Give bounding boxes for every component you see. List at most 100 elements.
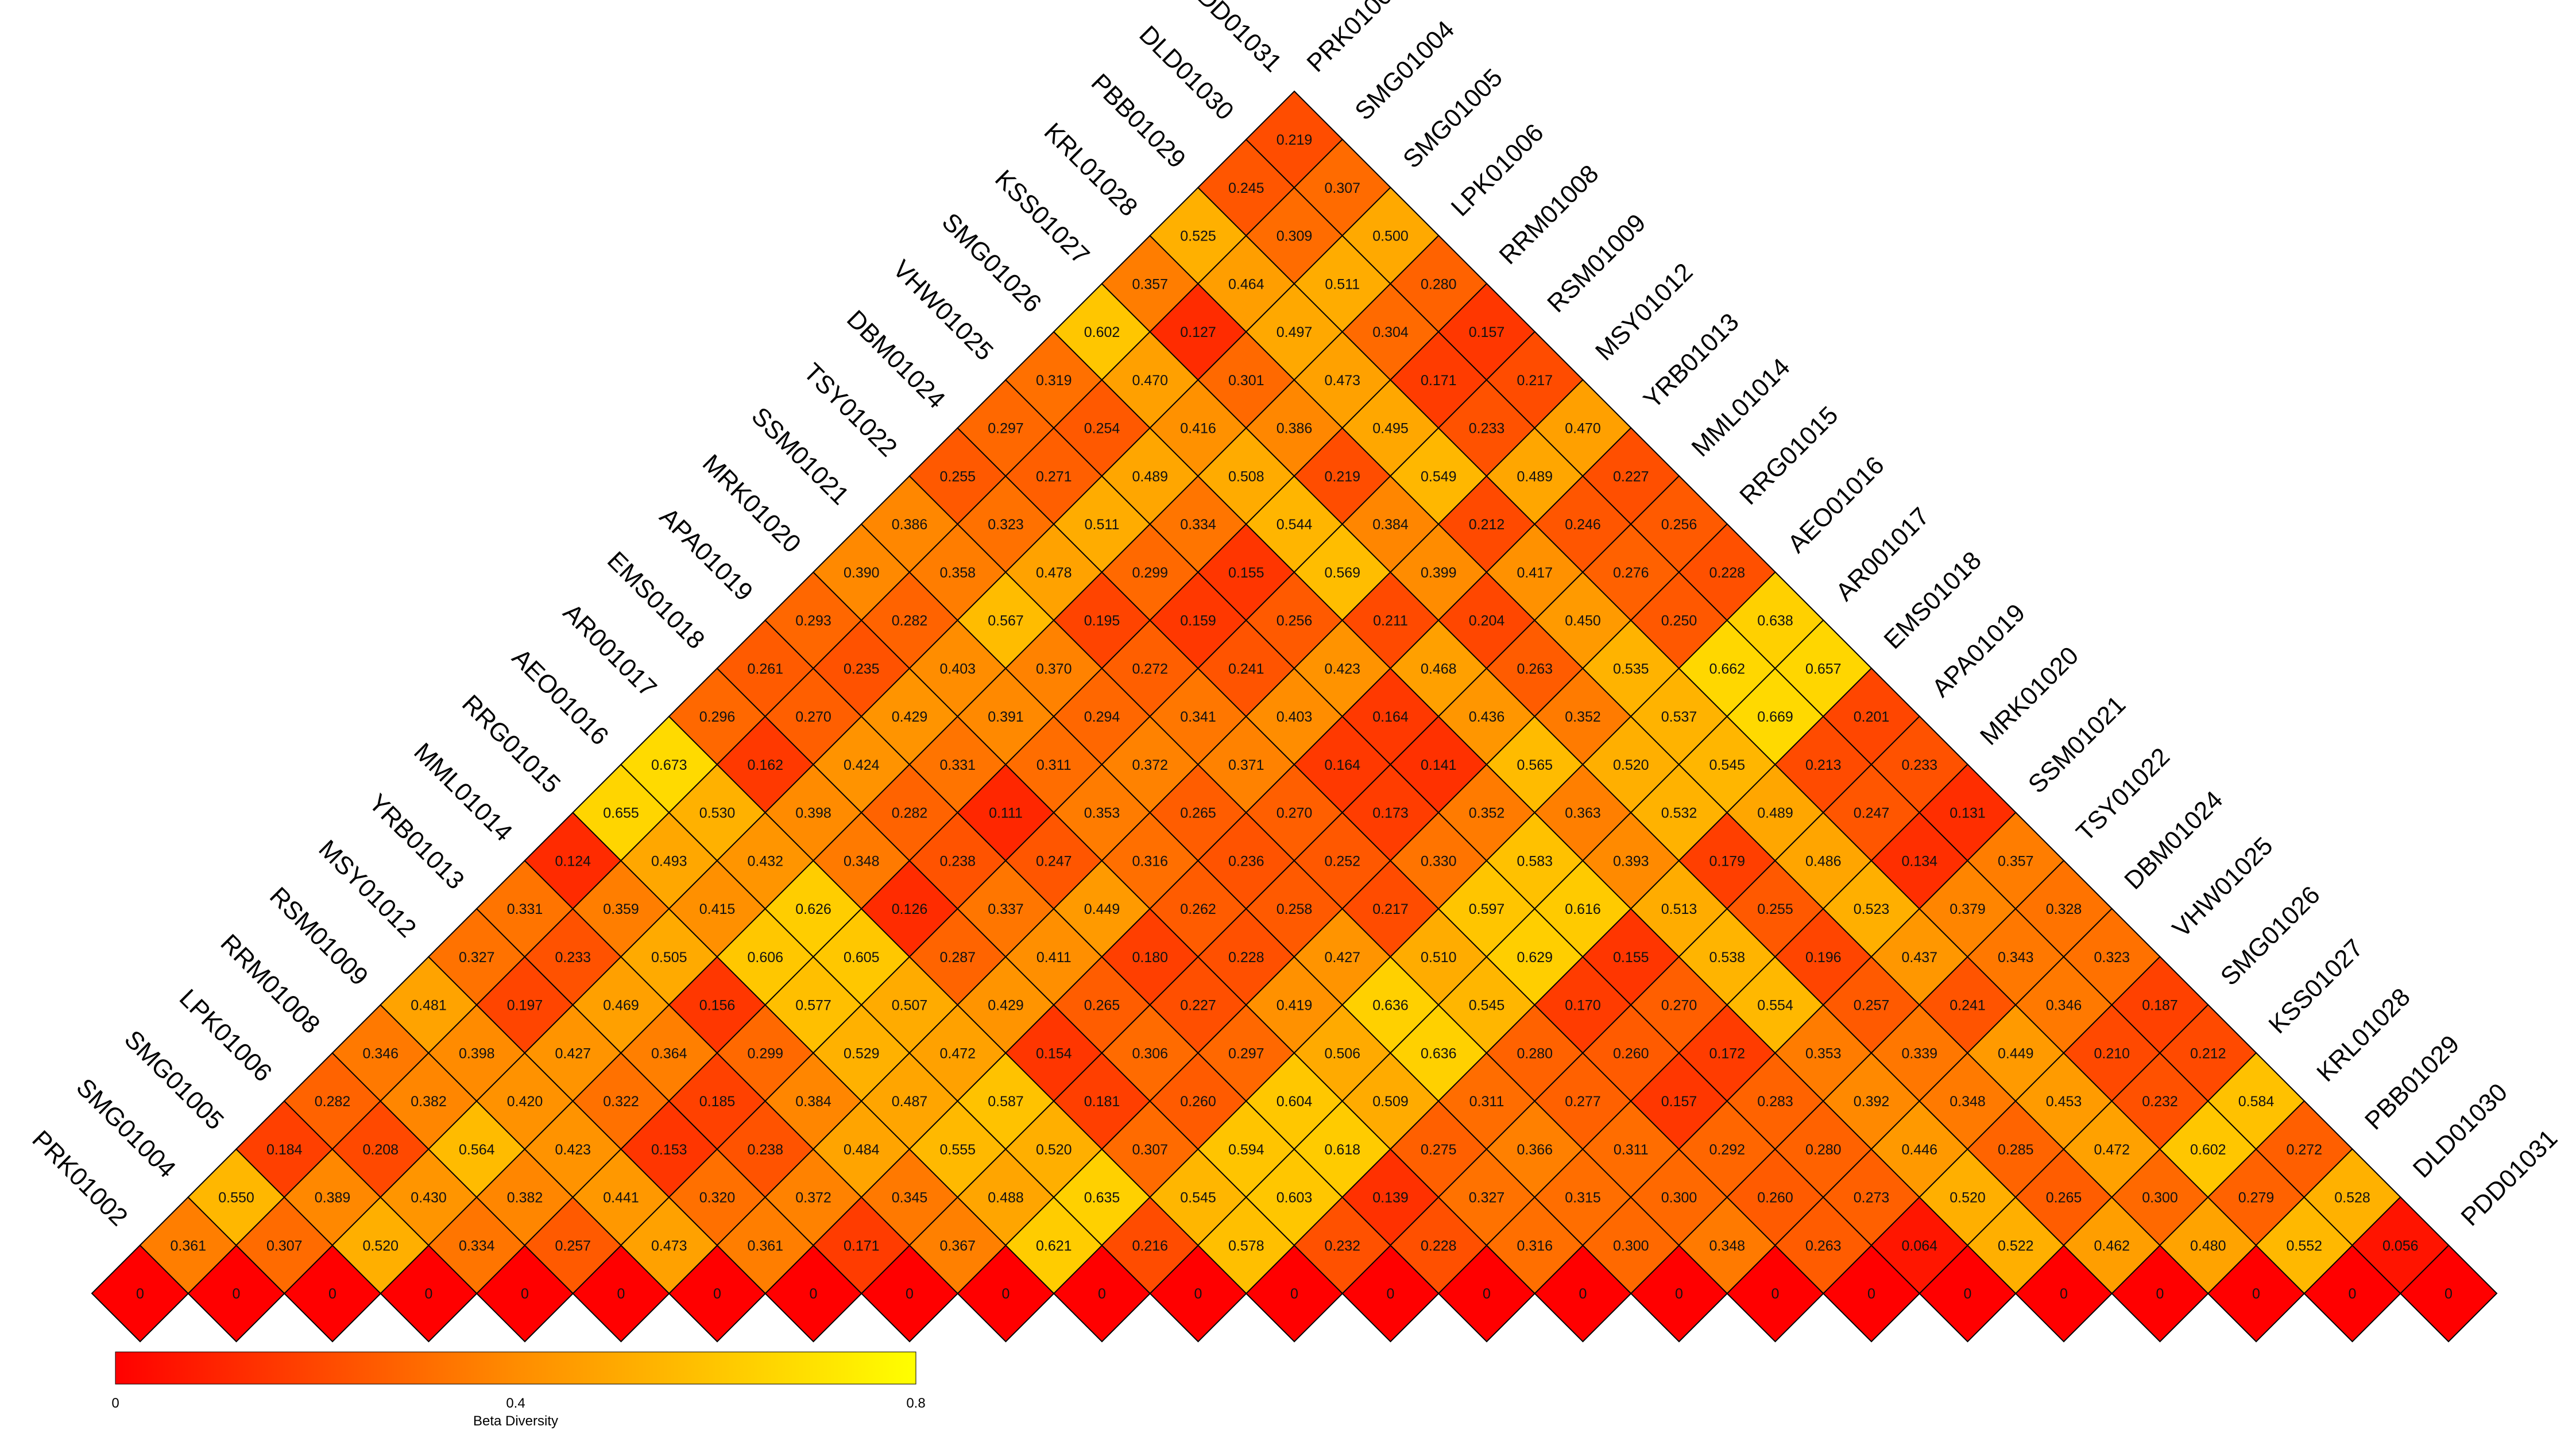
heatmap-cell-label: 0.316	[1132, 853, 1168, 869]
heatmap-cell-label: 0.441	[603, 1190, 639, 1206]
heatmap-cell-label: 0.621	[1036, 1238, 1072, 1254]
heatmap-cell-label: 0.453	[2046, 1094, 2082, 1110]
heatmap-cell-label: 0.238	[939, 853, 976, 869]
heatmap-cell-label: 0.384	[1372, 517, 1409, 533]
heatmap-cell-label: 0.217	[1372, 901, 1409, 917]
heatmap-cell-label: 0.398	[459, 1045, 495, 1061]
sample-label-right: PBB01029	[2360, 1030, 2465, 1135]
heatmap-cell-label: 0.341	[1180, 709, 1216, 725]
heatmap-cell-label: 0.323	[2094, 950, 2130, 966]
heatmap-cell-label: 0.187	[2142, 998, 2178, 1014]
heatmap-cell-label: 0.446	[1901, 1142, 1937, 1158]
colorbar-label: Beta Diversity	[473, 1413, 558, 1429]
heatmap-cell-label: 0.285	[1998, 1142, 2034, 1158]
heatmap-cell-label: 0.156	[699, 998, 736, 1014]
sample-label-right: KSS01027	[2263, 934, 2368, 1039]
heatmap-cell-label: 0.657	[1805, 661, 1842, 677]
heatmap-cell-label: 0.064	[1901, 1238, 1937, 1254]
heatmap-cell-label: 0.254	[1084, 421, 1120, 437]
diagonal-cell-label: 0	[1098, 1286, 1106, 1302]
heatmap-cell-label: 0.538	[1709, 950, 1745, 966]
sample-label-left: YRB01013	[363, 789, 470, 895]
diagonal-cell-label: 0	[713, 1286, 721, 1302]
heatmap-cell-label: 0.353	[1805, 1045, 1842, 1061]
heatmap-cell-label: 0.417	[1517, 565, 1553, 581]
heatmap-cell-label: 0.597	[1469, 901, 1505, 917]
heatmap-cell-label: 0.513	[1661, 901, 1697, 917]
heatmap-cell-label: 0.300	[1661, 1190, 1697, 1206]
diagonal-cell-label: 0	[425, 1286, 433, 1302]
diagonal-cell-label: 0	[1772, 1286, 1780, 1302]
heatmap-cell-label: 0.489	[1517, 468, 1553, 485]
heatmap-cell-label: 0.272	[1132, 661, 1168, 677]
heatmap-cell-label: 0.228	[1709, 565, 1745, 581]
heatmap-cell-label: 0.319	[1036, 373, 1072, 389]
heatmap-cell-label: 0.525	[1180, 228, 1216, 245]
colorbar-tick-max: 0.8	[906, 1396, 925, 1411]
heatmap-cell-label: 0.153	[651, 1142, 687, 1158]
heatmap-cell-label: 0.357	[1132, 276, 1168, 292]
heatmap-cell-label: 0.235	[844, 661, 880, 677]
heatmap-cell-label: 0.300	[1613, 1238, 1649, 1254]
heatmap-cell-label: 0.529	[844, 1045, 880, 1061]
diagonal-cell-label: 0	[2156, 1286, 2164, 1302]
heatmap-cell-label: 0.334	[459, 1238, 495, 1254]
heatmap-cell-label: 0.403	[1277, 709, 1313, 725]
heatmap-cell-label: 0.500	[1372, 228, 1409, 245]
heatmap-cell-label: 0.508	[1228, 468, 1264, 485]
heatmap-cell-label: 0.170	[1565, 998, 1601, 1014]
heatmap-cell-label: 0.276	[1613, 565, 1649, 581]
heatmap-cell-label: 0.636	[1372, 998, 1409, 1014]
heatmap-cell-label: 0.419	[1277, 998, 1313, 1014]
heatmap-cell-label: 0.261	[747, 661, 783, 677]
heatmap-cell-label: 0.602	[2190, 1142, 2226, 1158]
heatmap-cell-label: 0.386	[892, 517, 928, 533]
heatmap-cell-label: 0.315	[1565, 1190, 1601, 1206]
diagonal-cell-label: 0	[2349, 1286, 2357, 1302]
heatmap-cell-label: 0.673	[651, 757, 687, 773]
diagonal-cell-label: 0	[233, 1286, 241, 1302]
heatmap-cell-label: 0.309	[1277, 228, 1313, 245]
heatmap-cell-label: 0.411	[1036, 950, 1072, 966]
heatmap-cell-label: 0.331	[507, 901, 543, 917]
heatmap-cell-label: 0.520	[362, 1238, 399, 1254]
heatmap-cell-label: 0.432	[747, 853, 783, 869]
heatmap-cell-label: 0.131	[1950, 805, 1986, 821]
diagonal-cell-label: 0	[2445, 1286, 2453, 1302]
heatmap-cell-label: 0.279	[2238, 1190, 2275, 1206]
heatmap-cell-label: 0.201	[1854, 709, 1890, 725]
heatmap-cell-label: 0.265	[1180, 805, 1216, 821]
heatmap-cell-label: 0.449	[1998, 1045, 2034, 1061]
heatmap-cell-label: 0.424	[844, 757, 880, 773]
heatmap-cell-label: 0.211	[1373, 613, 1408, 629]
heatmap-cell-label: 0.334	[1180, 517, 1216, 533]
heatmap-cell-label: 0.159	[1180, 613, 1216, 629]
heatmap-cell-label: 0.282	[315, 1094, 351, 1110]
heatmap-cell-label: 0.489	[1757, 805, 1793, 821]
heatmap-cell-label: 0.545	[1709, 757, 1745, 773]
heatmap-cell-label: 0.472	[939, 1045, 976, 1061]
heatmap-cell-label: 0.258	[1277, 901, 1313, 917]
heatmap-cell-label: 0.233	[1469, 421, 1505, 437]
diagonal-cell-label: 0	[617, 1286, 625, 1302]
heatmap-cell-label: 0.327	[459, 950, 495, 966]
heatmap-cell-label: 0.260	[1757, 1190, 1793, 1206]
sample-label-left: PBB01029	[1086, 68, 1191, 173]
heatmap-cell-label: 0.530	[699, 805, 736, 821]
heatmap-cell-label: 0.172	[1709, 1045, 1745, 1061]
sample-label-right: AR001017	[1831, 502, 1935, 607]
heatmap-cell-label: 0.577	[795, 998, 831, 1014]
heatmap-cell-label: 0.247	[1854, 805, 1890, 821]
heatmap-cell-label: 0.430	[411, 1190, 447, 1206]
diagonal-cell-label: 0	[1290, 1286, 1298, 1302]
sample-label-left: PRK01002	[26, 1125, 133, 1231]
heatmap-cell-label: 0.603	[1277, 1190, 1313, 1206]
heatmap-cell-label: 0.520	[1950, 1190, 1986, 1206]
heatmap-cell-label: 0.532	[1661, 805, 1697, 821]
heatmap-cell-label: 0.260	[1180, 1094, 1216, 1110]
heatmap-cell-label: 0.348	[1950, 1094, 1986, 1110]
heatmap-cell-label: 0.464	[1228, 276, 1264, 292]
diagonal-cell-label: 0	[1483, 1286, 1491, 1302]
colorbar-gradient	[115, 1351, 916, 1385]
heatmap-cell-label: 0.250	[1661, 613, 1697, 629]
